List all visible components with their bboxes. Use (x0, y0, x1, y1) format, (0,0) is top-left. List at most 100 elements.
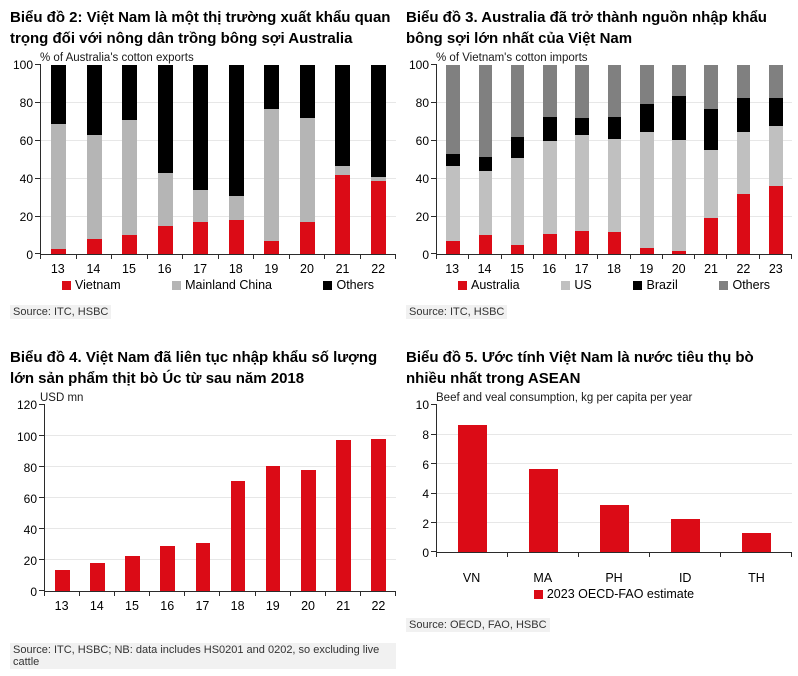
x-tick-mark (254, 592, 290, 597)
legend-item-mainland-china: Mainland China (172, 278, 272, 292)
y-tick-mark (431, 433, 437, 435)
y-tick-mark (35, 253, 41, 255)
y-tick-label: 100 (408, 58, 429, 73)
legend-label: Others (336, 278, 374, 293)
bar-segment-2023-oecd-fao-estimate (599, 505, 630, 553)
bar-18 (230, 405, 246, 592)
bar-segment-us (672, 140, 686, 251)
bar-segment-others (607, 65, 622, 118)
bar-slot (469, 65, 501, 255)
chart-title: Biểu đồ 4. Việt Nam đã liên tục nhập khẩ… (10, 349, 378, 387)
y-tick-label: 2 (422, 516, 429, 531)
bar-17 (193, 65, 209, 255)
y-tick-mark (431, 463, 437, 465)
y-tick-mark (39, 528, 45, 530)
bar-slot (80, 405, 115, 592)
bar-slot (579, 405, 650, 553)
bar-slot (148, 65, 184, 255)
legend: Australia US Brazil Others (436, 276, 792, 292)
bar-slot (663, 65, 695, 255)
bar-segment-others (639, 65, 654, 105)
y-tick-label: 6 (422, 457, 429, 472)
x-tick-label: 13 (50, 262, 65, 277)
bar-segment-us (510, 158, 525, 245)
x-tick-label: 18 (607, 262, 621, 277)
bar-segment-mainland-china (228, 195, 244, 221)
x-tick-label: 16 (160, 599, 175, 614)
chart-title: Biểu đồ 5. Ước tính Việt Nam là nước tiê… (406, 349, 754, 387)
bar-segment-2023-oecd-fao-estimate (528, 468, 559, 553)
source-note: Source: ITC, HSBC; NB: data includes HS0… (10, 643, 396, 670)
bar-slot (437, 405, 508, 553)
x-tick-mark (507, 553, 578, 558)
gridline (437, 463, 792, 465)
bar-segment-beef-imports (371, 438, 386, 592)
y-tick-mark (35, 64, 41, 66)
y-axis-unit-label: % of Vietnam's cotton imports (436, 52, 588, 65)
bar-segment-others (122, 65, 138, 121)
bar-slot (325, 65, 361, 255)
bar-segment-others (157, 65, 173, 174)
x-tick-mark (324, 255, 360, 260)
x-tick-label: 13 (54, 599, 69, 614)
bar-TH (741, 405, 772, 553)
bar-segment-australia (575, 230, 589, 255)
bar-segment-others (51, 65, 67, 124)
source-note: Source: ITC, HSBC (406, 305, 792, 320)
legend-label: Others (732, 278, 770, 293)
x-tick-label: 21 (335, 262, 350, 277)
x-axis-ticks (44, 592, 396, 597)
y-tick-label: 0 (422, 248, 429, 263)
x-tick-mark (184, 592, 219, 597)
bar-segment-us (575, 135, 589, 231)
bar-segment-us (543, 140, 557, 234)
gridline (45, 528, 396, 530)
x-tick-mark (649, 553, 720, 558)
x-tick-mark (720, 553, 791, 558)
x-tick-label: 14 (86, 262, 101, 277)
bar-slot (185, 405, 220, 592)
bar-19 (264, 65, 280, 255)
bar-segment-brazil (478, 157, 493, 172)
bar-slot (566, 65, 598, 255)
y-axis-unit-label: % of Australia's cotton exports (40, 52, 194, 65)
bar-segment-mainland-china (86, 135, 102, 240)
bar-segment-mainland-china (335, 165, 351, 175)
bar-segment-us (607, 139, 622, 232)
x-axis-labels: 13 14 15 16 17 18 19 20 21 22 (44, 596, 396, 613)
bar-19 (265, 405, 281, 592)
bar-13 (446, 65, 460, 255)
y-tick-label: 40 (19, 172, 33, 187)
bar-segment-vietnam (86, 239, 102, 255)
y-tick-label: 60 (23, 491, 37, 506)
legend-swatch (633, 280, 643, 290)
bar-segment-vietnam (157, 226, 173, 255)
bar-slot (508, 405, 579, 553)
y-tick-label: 100 (16, 429, 37, 444)
x-tick-mark (436, 553, 507, 558)
legend-label: Mainland China (185, 278, 272, 293)
bar-21 (335, 405, 351, 592)
x-axis-labels: VN MA PH ID TH (436, 557, 792, 585)
bar-segment-australia (769, 186, 783, 255)
y-tick-label: 0 (422, 546, 429, 561)
bar-segment-beef-imports (230, 481, 246, 592)
bar-slot (721, 405, 792, 553)
bar-segment-others (370, 65, 386, 177)
bar-segment-2023-oecd-fao-estimate (670, 518, 701, 553)
bar-23 (769, 65, 783, 255)
gridline (437, 492, 792, 494)
bar-segment-mainland-china (193, 190, 209, 223)
bar-segment-others (193, 65, 209, 191)
bar-segment-others (510, 65, 525, 138)
bar-segment-australia (639, 247, 654, 255)
bar-21 (704, 65, 719, 255)
y-tick-label: 8 (422, 427, 429, 442)
x-tick-label: 17 (193, 262, 208, 277)
gridline (437, 433, 792, 435)
bar-segment-beef-imports (55, 570, 70, 592)
bar-segment-vietnam (51, 248, 67, 255)
bar-segment-brazil (769, 98, 783, 126)
y-tick-label: 10 (415, 398, 429, 413)
